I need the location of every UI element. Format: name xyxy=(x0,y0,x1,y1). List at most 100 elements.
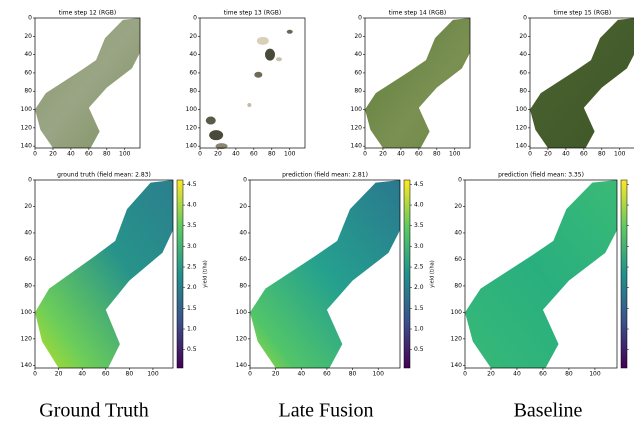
y-tick-label: 40 xyxy=(189,51,197,58)
y-tick-label: 40 xyxy=(24,229,32,236)
x-tick-label: 80 xyxy=(349,371,357,378)
x-tick-label: 40 xyxy=(297,371,305,378)
y-tick-label: 0 xyxy=(28,177,32,184)
y-tick-label: 140 xyxy=(21,362,33,369)
panel-title: time step 12 (RGB) xyxy=(59,10,117,17)
x-tick-label: 80 xyxy=(126,371,134,378)
field-image xyxy=(465,180,617,368)
x-tick-label: 80 xyxy=(565,371,573,378)
panel-title: time step 14 (RGB) xyxy=(389,10,447,17)
x-tick-label: 0 xyxy=(528,151,532,158)
colorbar-tick-label: 2.0 xyxy=(187,284,197,291)
y-tick-label: 20 xyxy=(519,33,527,40)
panel-title: time step 13 (RGB) xyxy=(224,10,282,17)
x-tick-label: 20 xyxy=(487,371,495,378)
x-tick-label: 20 xyxy=(272,371,280,378)
y-tick-label: 40 xyxy=(24,51,32,58)
x-tick-label: 40 xyxy=(232,151,240,158)
y-tick-label: 60 xyxy=(24,256,32,263)
x-tick-label: 100 xyxy=(614,151,626,158)
y-tick-label: 0 xyxy=(193,15,197,22)
x-tick-label: 100 xyxy=(147,371,159,378)
cloud-gap-patch xyxy=(256,36,269,45)
y-tick-label: 120 xyxy=(186,124,198,131)
x-tick-label: 20 xyxy=(379,151,387,158)
x-tick-label: 100 xyxy=(449,151,461,158)
colorbar-tick-label: 2.5 xyxy=(414,264,424,271)
colorbar-tick-label: 3.0 xyxy=(414,243,424,250)
y-tick-label: 80 xyxy=(24,282,32,289)
y-tick-label: 100 xyxy=(516,106,528,113)
x-tick-label: 60 xyxy=(580,151,588,158)
y-tick-label: 100 xyxy=(236,309,248,316)
caption: Ground Truth xyxy=(39,400,148,422)
y-tick-label: 20 xyxy=(354,33,362,40)
panel-title: ground truth (field mean: 2.83) xyxy=(57,172,151,179)
field-image xyxy=(530,18,634,148)
y-tick-label: 100 xyxy=(451,309,463,316)
colorbar xyxy=(403,179,411,369)
x-tick-label: 20 xyxy=(49,151,57,158)
colorbar-tick-label: 0.5 xyxy=(414,346,424,353)
y-tick-label: 100 xyxy=(351,106,363,113)
y-tick-label: 100 xyxy=(21,106,33,113)
y-tick-label: 40 xyxy=(354,51,362,58)
x-tick-label: 40 xyxy=(513,371,521,378)
x-tick-label: 60 xyxy=(415,151,423,158)
colorbar-label: yield (t/ha) xyxy=(203,260,209,287)
axes-frame xyxy=(249,179,401,369)
y-tick-label: 140 xyxy=(516,143,528,150)
axes-frame xyxy=(34,17,141,149)
y-tick-label: 20 xyxy=(239,203,247,210)
cloud-gap-patch xyxy=(205,116,216,125)
x-tick-label: 60 xyxy=(323,371,331,378)
panel-title: prediction (field mean: 2.81) xyxy=(282,172,368,179)
x-tick-label: 0 xyxy=(363,151,367,158)
field-image xyxy=(365,18,470,148)
colorbar-tick-label: 1.0 xyxy=(187,326,197,333)
y-tick-label: 40 xyxy=(519,51,527,58)
y-tick-label: 0 xyxy=(458,177,462,184)
colorbar-tick-label: 2.5 xyxy=(187,264,197,271)
y-tick-label: 140 xyxy=(21,143,33,150)
y-tick-label: 100 xyxy=(186,106,198,113)
cloud-gap-patch xyxy=(209,130,224,141)
x-tick-label: 100 xyxy=(119,151,131,158)
field-image xyxy=(35,18,140,148)
colorbar xyxy=(620,179,628,369)
x-tick-label: 60 xyxy=(539,371,547,378)
y-tick-label: 120 xyxy=(21,335,33,342)
colorbar-tick-label: 1.5 xyxy=(414,305,424,312)
y-tick-label: 140 xyxy=(351,143,363,150)
y-tick-label: 60 xyxy=(454,256,462,263)
x-tick-label: 80 xyxy=(268,151,276,158)
x-tick-label: 80 xyxy=(433,151,441,158)
y-tick-label: 60 xyxy=(354,69,362,76)
y-tick-label: 80 xyxy=(354,88,362,95)
axes-frame xyxy=(464,179,618,369)
caption: Baseline xyxy=(514,400,583,422)
axes-frame xyxy=(364,17,471,149)
cloud-gap-patch xyxy=(265,48,275,61)
colorbar-tick-label: 4.0 xyxy=(187,202,197,209)
x-tick-label: 100 xyxy=(284,151,296,158)
colorbar-tick-label: 0.5 xyxy=(187,346,197,353)
y-tick-label: 80 xyxy=(189,88,197,95)
y-tick-label: 120 xyxy=(516,124,528,131)
y-tick-label: 80 xyxy=(239,282,247,289)
x-tick-label: 80 xyxy=(103,151,111,158)
x-tick-label: 0 xyxy=(198,151,202,158)
colorbar-tick-label: 1.5 xyxy=(187,305,197,312)
y-tick-label: 20 xyxy=(24,203,32,210)
y-tick-label: 120 xyxy=(236,335,248,342)
x-tick-label: 0 xyxy=(248,371,252,378)
y-tick-label: 140 xyxy=(186,143,198,150)
y-tick-label: 120 xyxy=(21,124,33,131)
x-tick-label: 20 xyxy=(544,151,552,158)
y-tick-label: 20 xyxy=(189,33,197,40)
y-tick-label: 80 xyxy=(24,88,32,95)
panel-title: time step 15 (RGB) xyxy=(554,10,612,17)
y-tick-label: 0 xyxy=(243,177,247,184)
y-tick-label: 60 xyxy=(239,256,247,263)
y-tick-label: 120 xyxy=(451,335,463,342)
